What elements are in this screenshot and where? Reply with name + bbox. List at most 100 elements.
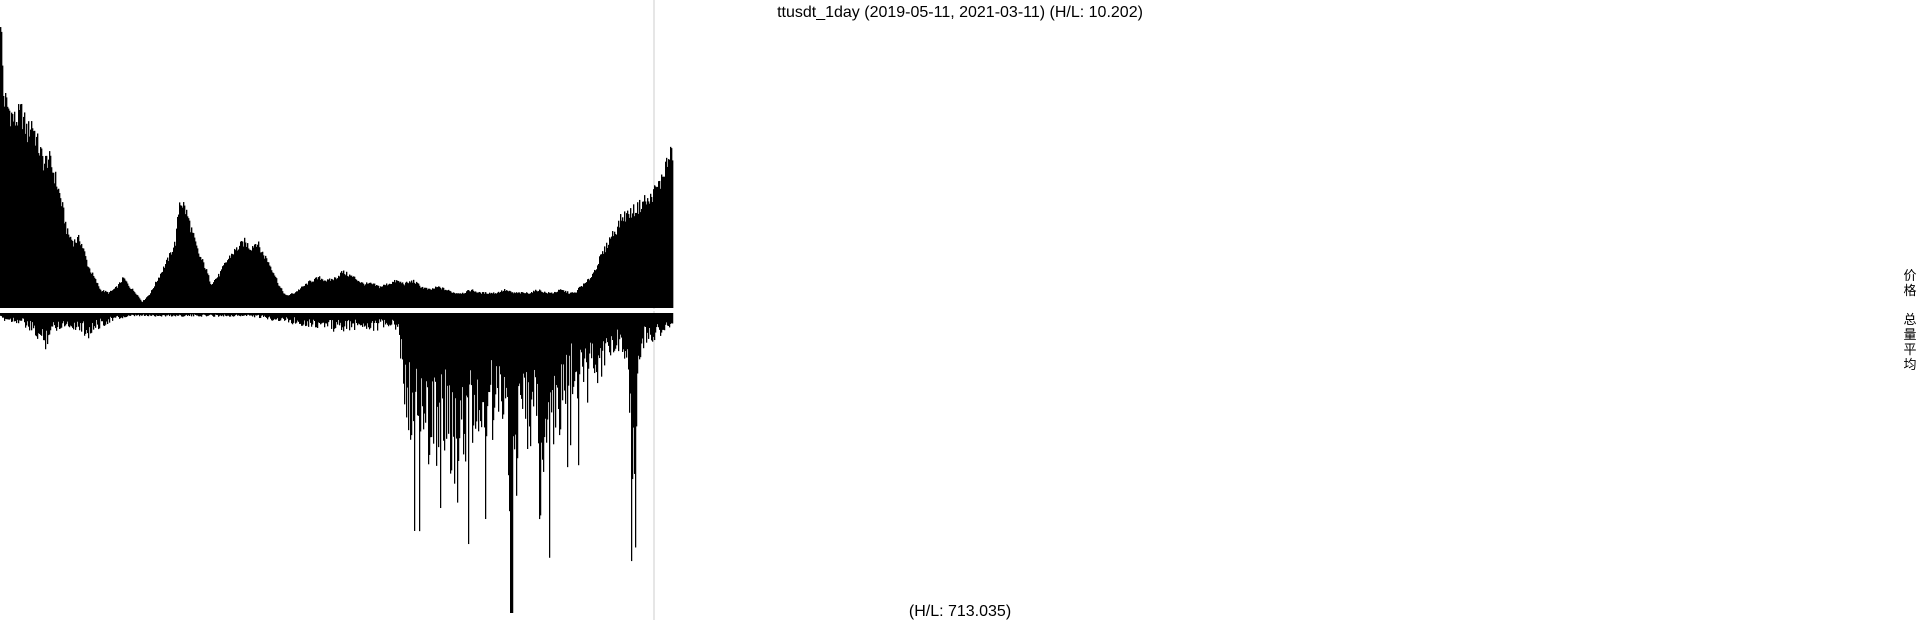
price-bar [92,272,94,308]
price-bar [18,104,20,308]
price-bar [0,27,2,309]
volume-bar [138,313,140,315]
price-bar [121,282,123,308]
volume-bar [84,313,86,336]
volume-bar [322,313,324,323]
volume-bar [554,313,556,376]
price-bar [600,254,602,308]
volume-bar [439,313,441,403]
volume-bar [105,313,107,325]
volume-bar [344,313,346,327]
price-bar [9,110,11,309]
volume-bar [495,313,497,395]
volume-bar [233,313,235,317]
price-bar [221,269,223,308]
price-bar [451,292,453,308]
volume-bar [570,313,572,446]
volume-bar [305,313,307,327]
price-bar [69,237,71,308]
price-bar [561,289,563,308]
price-bar [331,278,333,308]
volume-bar [220,313,222,316]
volume-bar [19,313,21,321]
volume-bar [420,313,422,432]
price-bar [224,262,226,308]
price-bar [577,290,579,308]
volume-bar [269,313,271,317]
price-bar [355,279,357,308]
volume-bar [175,313,177,317]
price-bar [32,128,34,308]
price-bar [436,287,438,308]
price-bar [231,253,233,308]
volume-bar [470,313,472,371]
volume-bar [363,313,365,324]
price-bar [67,228,69,308]
price-bar [350,275,352,308]
volume-bar [405,313,407,365]
volume-bar [449,313,451,386]
volume-bar [456,313,458,439]
volume-bar [234,313,236,317]
volume-bar [605,313,607,344]
volume-bar [307,313,309,322]
price-bar [120,282,122,308]
price-bar [286,295,288,308]
price-bar [613,236,615,308]
price-bar [70,236,72,308]
volume-bar [254,313,256,318]
price-bar [620,214,622,308]
price-bar [240,241,242,308]
price-bar [397,280,399,308]
volume-bar [106,313,108,322]
volume-bar [564,313,566,391]
price-bar [326,281,328,308]
price-bar [143,300,145,308]
price-bar [351,275,353,308]
price-bar [118,284,120,308]
volume-bar [23,313,25,319]
price-bar [195,241,197,308]
price-bar [119,282,121,308]
price-bar [41,148,43,308]
price-bar [21,103,23,308]
volume-bar [119,313,121,319]
price-bar [162,271,164,308]
volume-bar [511,313,513,613]
price-bar [486,293,488,308]
price-bar [298,289,300,308]
price-bar [244,237,246,308]
volume-bar [165,313,167,317]
volume-bar [498,313,500,412]
price-bar [363,283,365,308]
volume-bar [458,313,460,461]
volume-bar [617,313,619,330]
volume-bar [59,313,61,330]
volume-bar [543,313,545,472]
price-bar [663,176,665,308]
price-bar [594,269,596,308]
price-bar [99,288,101,308]
price-bar [36,136,38,308]
price-bar [258,241,260,308]
price-bar [103,290,105,308]
volume-bar [560,313,562,430]
price-bar [654,185,656,308]
price-bar [150,293,152,308]
volume-bar [642,313,644,339]
volume-bar [226,313,228,317]
volume-bar [15,313,17,322]
volume-bar [299,313,301,324]
price-bar [61,206,63,308]
volume-bar [218,313,220,317]
volume-bar [157,313,159,316]
price-bar [341,271,343,308]
price-bar [491,292,493,308]
price-bar [161,272,163,308]
price-bar [617,226,619,308]
price-bar [458,293,460,308]
price-bar [277,282,279,308]
volume-bar [463,313,465,455]
price-bar [378,285,380,308]
price-bar [33,131,35,308]
